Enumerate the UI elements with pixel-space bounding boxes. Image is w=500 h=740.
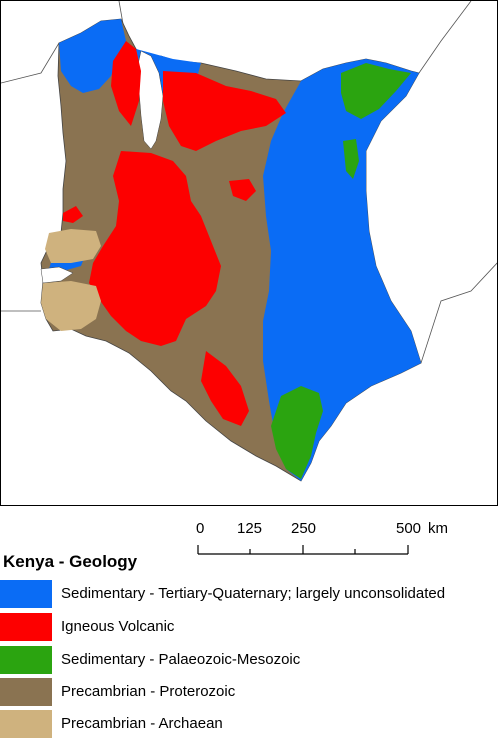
legend-swatch-icon [0, 613, 52, 641]
neighbor-borders [1, 1, 497, 364]
unit-sedimentary-palaeozoic-mesozoic-mandera[interactable] [343, 139, 359, 179]
legend-title: Kenya - Geology [3, 552, 138, 571]
legend-item-igneous-volcanic: Igneous Volcanic [0, 613, 500, 643]
scale-bar: 0 125 250 500 km [195, 520, 448, 560]
legend-swatch-icon [0, 710, 52, 738]
legend-label: Sedimentary - Tertiary-Quaternary; large… [61, 585, 446, 602]
legend-item-sedimentary-tertiary-quaternary: Sedimentary - Tertiary-Quaternary; large… [0, 580, 500, 610]
scale-label-500: 500 [396, 520, 422, 537]
unit-sedimentary-tertiary-quaternary-north[interactable] [59, 19, 126, 93]
legend-label: Precambrian - Proterozoic [61, 683, 236, 700]
geology-map[interactable] [1, 1, 498, 506]
unit-igneous-volcanic-marsabit[interactable] [229, 179, 256, 201]
map-frame [0, 0, 498, 506]
lake-victoria [40, 266, 74, 284]
unit-sedimentary-palaeozoic-mesozoic-northeast[interactable] [341, 63, 411, 119]
scale-unit: km [428, 520, 448, 537]
scale-label-125: 125 [237, 520, 263, 537]
legend-label: Precambrian - Archaean [61, 715, 223, 732]
scale-label-0: 0 [196, 520, 205, 537]
scale-bar-graphic [197, 545, 409, 555]
unit-sedimentary-tertiary-quaternary-east[interactable] [263, 59, 421, 481]
legend-swatch-icon [0, 580, 52, 608]
unit-igneous-volcanic-south[interactable] [201, 351, 249, 426]
legend-swatch-icon [0, 646, 52, 674]
legend-swatch-icon [0, 678, 52, 706]
geology-units [40, 19, 421, 481]
legend-label: Igneous Volcanic [61, 618, 175, 635]
legend-item-precambrian-archaean: Precambrian - Archaean [0, 710, 500, 740]
unit-igneous-volcanic-northeast[interactable] [163, 71, 286, 151]
unit-igneous-volcanic-north[interactable] [111, 41, 141, 126]
unit-precambrian-archaean-south[interactable] [41, 281, 101, 331]
unit-igneous-volcanic-elgon[interactable] [63, 206, 83, 223]
unit-igneous-volcanic-central[interactable] [89, 151, 221, 346]
scale-label-250: 250 [291, 520, 317, 537]
unit-precambrian-archaean-north[interactable] [45, 229, 101, 263]
legend-item-sedimentary-palaeozoic-mesozoic: Sedimentary - Palaeozoic-Mesozoic [0, 646, 500, 676]
legend-label: Sedimentary - Palaeozoic-Mesozoic [61, 651, 301, 668]
legend-item-precambrian-proterozoic: Precambrian - Proterozoic [0, 678, 500, 708]
unit-sedimentary-palaeozoic-mesozoic-coast[interactable] [271, 386, 323, 479]
